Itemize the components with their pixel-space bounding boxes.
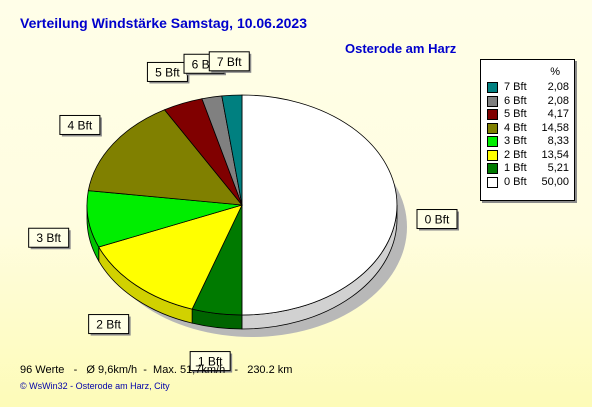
legend-row-3-bft: 3 Bft 8,33 <box>487 135 569 148</box>
callout-box-2-bft <box>88 314 130 335</box>
legend-row-2-bft: 2 Bft 13,54 <box>487 149 569 162</box>
footer-credit: © WsWin32 - Osterode am Harz, City <box>20 381 170 391</box>
legend-swatch-4-bft <box>487 122 498 134</box>
callout-label-5-bft: 5 Bft <box>155 65 180 79</box>
legend-value: 2,08 <box>547 94 569 107</box>
callout-box-0-bft <box>416 209 458 230</box>
stats-line: 96 Werte - Ø 9,6km/h - Max. 51,7km/h - 2… <box>20 364 293 376</box>
callout-box-1-bft <box>189 351 231 372</box>
legend-value: 50,00 <box>541 175 569 188</box>
legend-swatch-5-bft <box>487 109 498 120</box>
legend-swatch-7-bft <box>487 82 498 93</box>
chart-title: Verteilung Windstärke Samstag, 10.06.202… <box>20 15 308 31</box>
legend-label: 2 Bft <box>504 148 527 161</box>
callout-label-2-bft: 2 Bft <box>96 318 121 332</box>
callout-box-3-bft <box>28 227 70 248</box>
legend-swatch-2-bft <box>487 149 498 161</box>
legend-label: 7 Bft <box>504 81 527 93</box>
legend-value: 8,33 <box>547 135 569 147</box>
legend-label: 0 Bft <box>504 175 527 188</box>
slice-0-bft <box>241 94 398 316</box>
callout-label-0-bft: 0 Bft <box>425 213 450 227</box>
callout-label-3-bft: 3 Bft <box>36 231 61 245</box>
callout-label-1-bft: 1 Bft <box>198 355 223 369</box>
legend-swatch-3-bft <box>487 136 498 147</box>
legend-row-6-bft: 6 Bft 2,08 <box>487 95 569 108</box>
callout-label-7-bft: 7 Bft <box>217 55 242 69</box>
legend-swatch-1-bft <box>487 163 498 174</box>
legend-value: 2,08 <box>547 81 569 93</box>
legend-row-5-bft: 5 Bft 4,17 <box>487 108 569 121</box>
callout-box-4-bft <box>59 114 101 135</box>
legend-value: 14,58 <box>541 121 569 134</box>
callout-label-4-bft: 4 Bft <box>68 118 93 132</box>
legend-header: % <box>550 66 560 78</box>
legend-row-0-bft: 0 Bft 50,00 <box>487 176 569 189</box>
legend-swatch-6-bft <box>487 95 498 107</box>
slice-4-bft <box>87 109 243 206</box>
legend-row-4-bft: 4 Bft 14,58 <box>487 122 569 135</box>
legend-label: 5 Bft <box>504 108 527 120</box>
legend: % 7 Bft 2,08 6 Bft 2,08 5 Bft 4,17 4 Bft 14,58 3… <box>480 59 575 201</box>
legend-swatch-0-bft <box>487 176 498 188</box>
legend-label: 4 Bft <box>504 121 527 134</box>
legend-value: 4,17 <box>547 108 569 120</box>
legend-row-1-bft: 1 Bft 5,21 <box>487 162 569 175</box>
legend-row-7-bft: 7 Bft 2,08 <box>487 81 569 94</box>
slice-2-bft <box>98 204 243 310</box>
slice-7-bft <box>221 94 243 206</box>
legend-value: 13,54 <box>541 148 569 161</box>
legend-value: 5,21 <box>547 162 569 174</box>
legend-label: 6 Bft <box>504 94 527 107</box>
legend-label: 1 Bft <box>504 162 527 174</box>
callout-box-7-bft <box>208 51 250 72</box>
legend-label: 3 Bft <box>504 135 527 147</box>
location-label: Osterode am Harz <box>345 41 457 56</box>
